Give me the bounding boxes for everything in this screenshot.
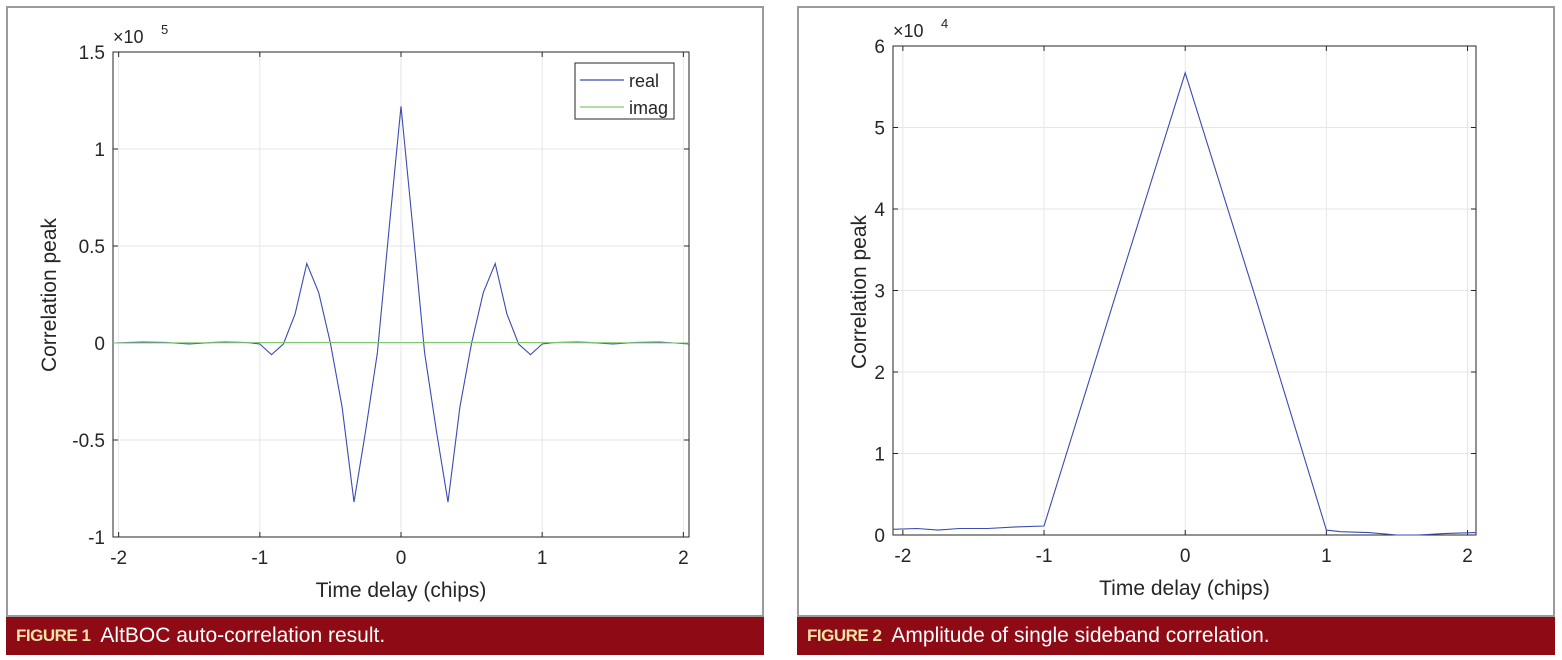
chart1-y-exponent: ×10 <box>113 27 144 47</box>
chart2-y-tick-label: 2 <box>874 363 885 384</box>
figure-1-label: FIGURE 1 <box>16 626 91 645</box>
chart2-y-exponent-power: 4 <box>941 16 948 31</box>
chart1-legend-label: real <box>629 71 659 91</box>
chart1-y-tick-label: 1 <box>94 140 105 161</box>
figure-1-caption: FIGURE 1 AltBOC auto-correlation result. <box>6 617 764 655</box>
chart1-y-tick-label: -0.5 <box>72 431 105 452</box>
chart2-y-axis-label: Correlation peak <box>848 214 871 369</box>
chart1-x-tick-label: -2 <box>110 548 127 569</box>
chart2-axes-box <box>892 45 1477 536</box>
chart2-x-tick-label: 0 <box>1180 546 1191 567</box>
chart1-y-axis-label: Correlation peak <box>38 217 61 372</box>
chart2-y-tick-label: 3 <box>874 282 885 303</box>
chart2-y-exponent: ×10 <box>893 21 924 41</box>
chart1-series-imag <box>112 341 690 344</box>
chart2-y-tick-label: 6 <box>874 37 885 58</box>
chart2-y-tick-label: 4 <box>874 200 885 221</box>
figure-2-label: FIGURE 2 <box>807 626 882 645</box>
chart2-x-axis-label: Time delay (chips) <box>1099 577 1270 600</box>
chart1-legend-label: imag <box>629 98 668 118</box>
chart1-axes-box <box>112 51 690 538</box>
chart1-x-tick-label: 2 <box>678 548 689 569</box>
chart1-y-exponent-power: 5 <box>161 22 168 37</box>
chart1-y-tick-label: -1 <box>88 528 105 549</box>
chart2-x-tick-label: -2 <box>894 546 911 567</box>
chart2-y-tick-label: 0 <box>874 526 885 547</box>
chart1-x-axis-label: Time delay (chips) <box>316 579 487 602</box>
chart1-x-tick-label: 1 <box>537 548 548 569</box>
figure-1-caption-text: AltBOC auto-correlation result. <box>100 624 386 647</box>
chart1-x-tick-label: -1 <box>251 548 268 569</box>
figure-2-panel <box>797 6 1555 617</box>
chart1-y-tick-label: 0.5 <box>79 237 105 258</box>
chart2-series-line <box>892 71 1477 536</box>
chart1-legend-box <box>574 62 675 120</box>
chart2-x-tick-label: 1 <box>1321 546 1332 567</box>
figure-2-caption: FIGURE 2 Amplitude of single sideband co… <box>797 617 1555 655</box>
chart2-x-tick-label: 2 <box>1462 546 1473 567</box>
chart2-y-tick-label: 5 <box>874 119 885 140</box>
chart1-y-tick-label: 1.5 <box>79 43 105 64</box>
chart2-x-tick-label: -1 <box>1036 546 1053 567</box>
chart2-y-tick-label: 1 <box>874 445 885 466</box>
chart1-y-tick-label: 0 <box>94 334 105 355</box>
chart1-x-tick-label: 0 <box>396 548 407 569</box>
figure-2-caption-text: Amplitude of single sideband correlation… <box>891 624 1270 647</box>
